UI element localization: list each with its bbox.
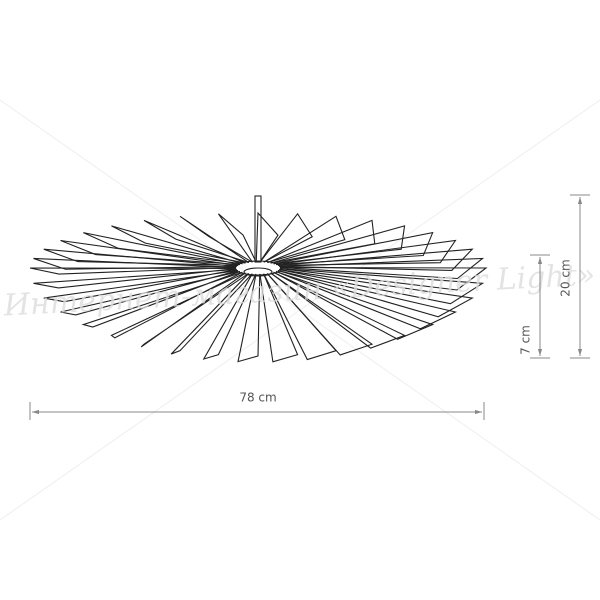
wire-spoke (111, 225, 246, 265)
wire-spoke (43, 269, 239, 303)
wire-spoke (273, 270, 435, 340)
wire-spoke (273, 231, 434, 266)
width-label: 78 cm (239, 391, 276, 405)
wire-spoke (60, 270, 241, 316)
wire-spoke (217, 213, 257, 263)
wire-spoke (267, 219, 376, 264)
wire-spoke (143, 219, 249, 264)
wire-spoke (140, 272, 249, 348)
total-height-dimension: 20 cm (559, 194, 590, 359)
wire-spoke (60, 239, 241, 266)
wire-spoke (237, 273, 261, 363)
suspension-rod (254, 195, 262, 263)
wire-spoke (170, 273, 253, 355)
wire-spoke (259, 273, 299, 363)
lamp-drawing (29, 195, 488, 363)
wire-spoke (81, 270, 243, 328)
wire-spoke (279, 266, 488, 291)
center-ring (243, 267, 273, 277)
total-height-label: 20 cm (559, 259, 573, 296)
wire-spoke (263, 273, 337, 361)
shade-height-dimension: 7 cm (519, 254, 550, 359)
wire-spoke (83, 232, 243, 266)
wire-spoke (275, 270, 458, 330)
shade-height-label: 7 cm (519, 325, 533, 355)
wire-spoke (259, 212, 314, 263)
width-dimension: 78 cm (29, 391, 485, 420)
wire-spoke (270, 271, 406, 349)
wire-spoke (179, 215, 253, 264)
wire-spoke (255, 211, 279, 263)
wire-spoke (279, 257, 485, 280)
wire-spoke (263, 215, 346, 264)
wire-spoke (279, 268, 485, 305)
wire-spoke (110, 271, 246, 339)
center-hub (233, 260, 283, 276)
wire-spoke (202, 273, 257, 360)
wire-spoke (33, 267, 237, 289)
wire-spoke (277, 269, 474, 318)
